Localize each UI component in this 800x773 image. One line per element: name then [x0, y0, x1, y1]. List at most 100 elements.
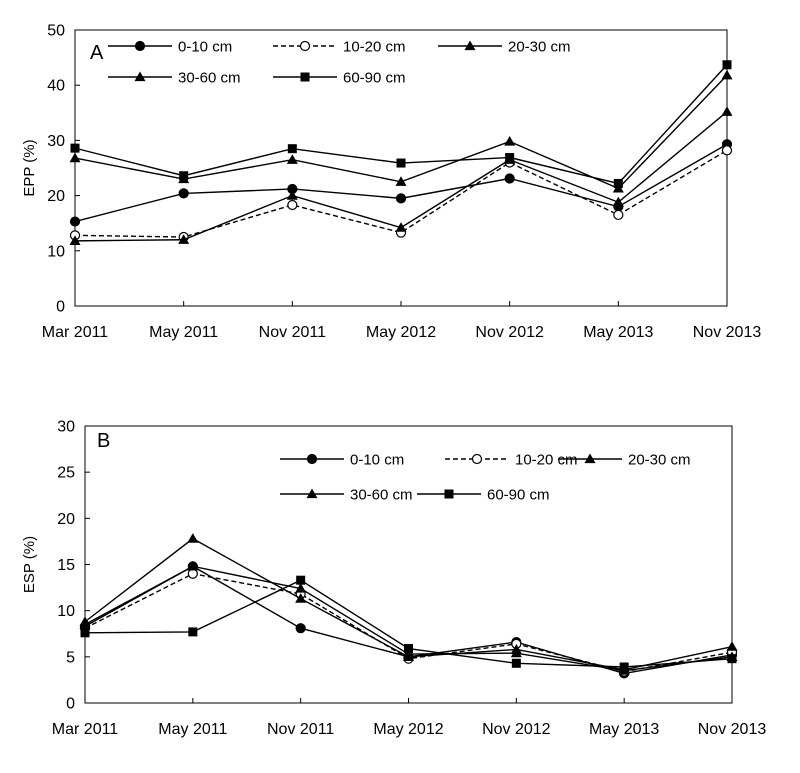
x-tick-label: Nov 2013 [698, 721, 767, 738]
legend-marker [444, 489, 454, 499]
series-60-90-cm [70, 60, 732, 188]
data-point [188, 627, 198, 637]
x-tick-label: Nov 2011 [259, 324, 326, 341]
y-axis-title: ESP (%) [21, 536, 38, 593]
data-point [619, 662, 629, 672]
data-point [721, 69, 733, 80]
x-tick-label: May 2012 [373, 721, 443, 738]
data-point [179, 171, 189, 181]
legend: 0-10 cm 10-20 cm 20-30 cm 30-60 cm 60-90 cm [108, 39, 571, 87]
data-point [187, 568, 198, 579]
legend-label: 20-30 cm [628, 452, 691, 469]
data-point [721, 145, 733, 156]
legend-entry: 60-90 cm [417, 487, 550, 504]
data-point [286, 190, 298, 200]
data-point [395, 193, 407, 204]
legend-label: 10-20 cm [343, 39, 406, 56]
y-tick-label: 20 [47, 188, 65, 205]
x-tick-label: May 2013 [583, 324, 653, 341]
data-point [613, 178, 623, 188]
legend-marker [584, 453, 596, 464]
legend-entry: 10-20 cm [445, 452, 578, 469]
y-tick-label: 30 [57, 419, 75, 436]
chart-panel-a: 0 10 20 30 40 50 Mar 2011 May 2011 Nov 2011 May 2… [21, 23, 761, 342]
legend-label: 10-20 cm [515, 452, 578, 469]
data-point [722, 60, 732, 70]
panel-label: B [97, 430, 110, 452]
legend-label: 30-60 cm [178, 70, 241, 87]
legend-entry: 60-90 cm [273, 70, 406, 87]
legend-entry: 20-30 cm [438, 39, 571, 56]
data-point [295, 583, 307, 593]
data-point [295, 593, 307, 603]
x-tick-label: Nov 2012 [475, 324, 544, 341]
data-point [178, 234, 190, 244]
data-point [395, 222, 407, 232]
data-point [287, 199, 298, 211]
y-tick-label: 10 [57, 603, 75, 620]
series-30-60-cm [69, 69, 733, 193]
legend-marker [134, 71, 146, 82]
legend-label: 0-10 cm [350, 452, 404, 469]
data-point [187, 560, 199, 571]
legend-label: 60-90 cm [487, 487, 550, 504]
panel-label: A [90, 42, 104, 64]
x-tick-label: Nov 2011 [267, 721, 334, 738]
legend-label: 0-10 cm [178, 39, 232, 56]
legend-marker [471, 453, 483, 465]
legend-marker [300, 72, 310, 82]
legend-entry: 0-10 cm [108, 39, 232, 56]
data-point [296, 575, 306, 585]
x-tick-label: Nov 2012 [482, 721, 551, 738]
legend-entry: 0-10 cm [280, 452, 404, 469]
data-point [69, 216, 81, 227]
data-point [287, 144, 297, 154]
data-point [80, 628, 90, 638]
y-tick-label: 10 [47, 243, 65, 260]
data-point [69, 235, 81, 245]
legend-entry: 30-60 cm [108, 70, 241, 87]
x-tick-label: May 2013 [589, 721, 659, 738]
data-point [612, 196, 624, 207]
y-axis-title: EPP (%) [21, 139, 38, 196]
legend-entry: 10-20 cm [273, 39, 406, 56]
y-tick-label: 50 [47, 23, 65, 40]
y-tick-label: 30 [47, 133, 65, 150]
y-tick-label: 40 [47, 78, 65, 95]
series-30-60-cm [79, 560, 738, 675]
x-tick-label: Mar 2011 [52, 721, 119, 738]
x-tick-label: May 2011 [149, 324, 218, 341]
data-point [178, 188, 189, 199]
x-tick-label: May 2012 [366, 324, 436, 341]
legend-marker [464, 40, 476, 51]
series-60-90-cm [80, 575, 737, 672]
y-tick-label: 15 [57, 557, 75, 574]
legend-marker [306, 488, 318, 499]
series-20-30-cm [69, 106, 733, 245]
x-tick-label: Mar 2011 [42, 324, 109, 341]
series-0-10-cm [69, 139, 733, 227]
chart-panel-b: 0 5 10 15 20 25 30 Mar 2011 May 2011 Nov 2011 May … [21, 419, 766, 739]
data-point [510, 647, 522, 658]
data-point [79, 619, 91, 629]
data-point [504, 136, 516, 146]
legend-entry: 30-60 cm [280, 487, 413, 504]
legend-label: 30-60 cm [350, 487, 413, 504]
data-point [69, 152, 81, 163]
data-point [396, 158, 406, 168]
y-tick-label: 0 [56, 299, 65, 316]
data-point [505, 153, 515, 163]
legend-marker [299, 40, 311, 52]
data-point [727, 654, 737, 664]
data-point [504, 173, 515, 184]
legend-entry: 20-30 cm [558, 452, 691, 469]
data-point [403, 648, 414, 659]
data-point [70, 143, 80, 153]
x-tick-label: May 2011 [158, 721, 227, 738]
data-point [613, 209, 624, 221]
legend-label: 20-30 cm [508, 39, 571, 56]
data-point [721, 106, 733, 116]
legend: 0-10 cm 10-20 cm 20-30 cm 30-60 cm 60-90 cm [280, 452, 691, 504]
